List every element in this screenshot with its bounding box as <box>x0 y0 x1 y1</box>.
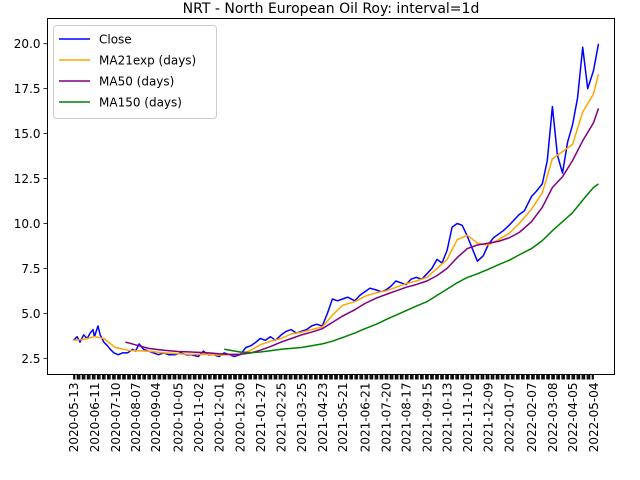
x-tick-label: 2020-12-01 <box>213 383 227 453</box>
x-tick-label: 2021-05-21 <box>336 383 350 453</box>
plot-lines <box>72 43 600 358</box>
x-tick-label: 2021-10-13 <box>441 383 455 453</box>
series-ma50-line <box>125 108 600 356</box>
y-tick-label: 12.5 <box>14 172 41 186</box>
x-axis: 2020-05-13 2020-06-11 2020-07-10 2020-08-07… <box>67 374 601 453</box>
x-tick-label: 2021-01-27 <box>254 383 268 453</box>
plot-frame <box>47 18 615 375</box>
legend-label-close: Close <box>99 33 132 47</box>
x-tick-label: 2021-04-23 <box>316 383 330 453</box>
x-tick-label: 2021-11-10 <box>461 383 475 453</box>
x-tick-label: 2021-12-09 <box>482 383 496 453</box>
y-tick-label: 10.0 <box>14 217 41 231</box>
legend-label-ma50: MA50 (days) <box>99 75 174 89</box>
y-axis: 2.5 5.0 7.5 10.0 12.5 15.0 17.5 20.0 <box>14 37 48 366</box>
series-ma21exp-line <box>73 74 600 356</box>
legend-label-ma21exp: MA21exp (days) <box>99 54 196 68</box>
chart-title: NRT - North European Oil Roy: interval=1… <box>183 1 480 17</box>
y-tick-label: 17.5 <box>14 82 41 96</box>
y-tick-label: 7.5 <box>21 262 40 276</box>
x-tick-label: 2021-07-20 <box>379 383 393 453</box>
legend-label-ma150: MA150 (days) <box>99 96 182 110</box>
x-tick-label: 2022-05-04 <box>587 383 601 453</box>
x-tick-label: 2020-11-02 <box>192 383 206 453</box>
y-tick-label: 20.0 <box>14 37 41 51</box>
x-tick-label: 2021-02-25 <box>275 383 289 453</box>
x-tick-label: 2020-09-04 <box>149 383 163 453</box>
x-tick-label: 2020-06-11 <box>88 383 102 453</box>
y-tick-label: 5.0 <box>21 307 40 321</box>
x-tick-label: 2022-03-08 <box>546 383 560 453</box>
x-tick-label: 2021-09-15 <box>420 383 434 453</box>
x-tick-label: 2021-06-21 <box>358 383 372 453</box>
y-tick-label: 15.0 <box>14 127 41 141</box>
x-tick-label: 2020-08-07 <box>129 383 143 453</box>
series-ma150-line <box>224 183 599 354</box>
legend-box <box>53 25 217 119</box>
x-tick-label: 2021-03-25 <box>295 383 309 453</box>
x-tick-label: 2021-08-17 <box>399 383 413 453</box>
x-tick-label: 2022-04-05 <box>566 383 580 453</box>
x-tick-label: 2022-01-07 <box>503 383 517 453</box>
x-tick-label: 2020-07-10 <box>109 383 123 453</box>
x-tick-label: 2022-02-07 <box>525 383 539 453</box>
y-tick-label: 2.5 <box>21 352 40 366</box>
x-tick-label: 2020-10-05 <box>172 383 186 453</box>
legend: Close MA21exp (days) MA50 (days) MA150 (… <box>53 25 217 119</box>
x-tick-label: 2020-05-13 <box>67 383 81 453</box>
x-tick-label: 2020-12-30 <box>234 383 248 453</box>
